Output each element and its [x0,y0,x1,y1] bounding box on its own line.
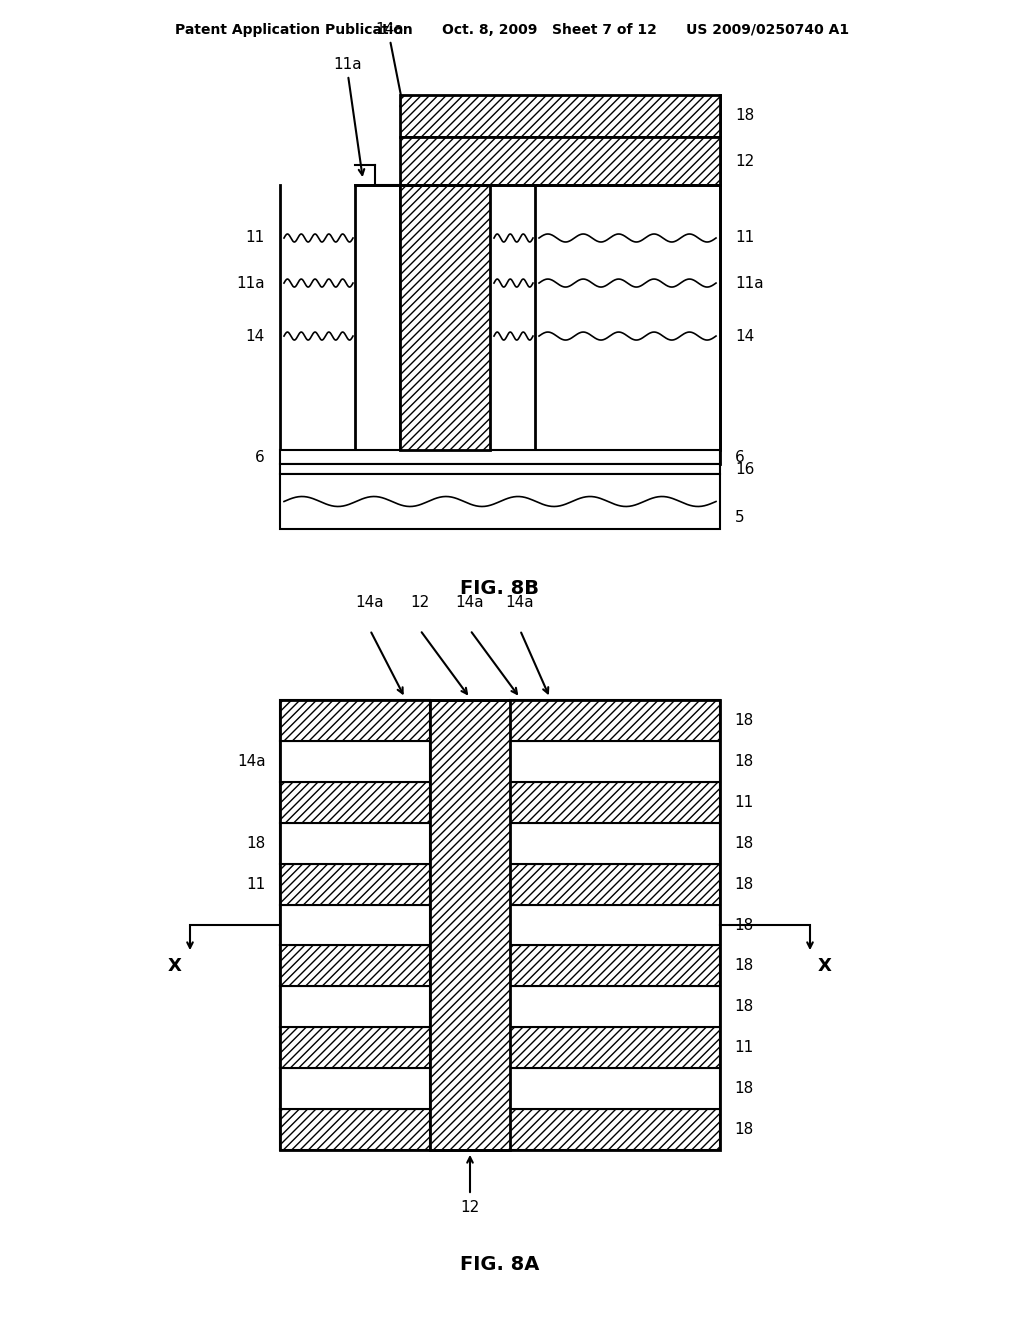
Bar [535,185,720,450]
Text: 14a: 14a [238,754,266,768]
Bar [280,904,430,945]
Text: 18: 18 [734,958,754,973]
Bar [280,700,720,1150]
Bar [280,986,430,1027]
Text: 18: 18 [734,713,754,727]
Bar [510,1109,720,1150]
Text: 14a: 14a [506,595,535,610]
Text: X: X [818,957,831,975]
Text: 6: 6 [255,450,265,465]
Text: 18: 18 [734,754,754,768]
Bar [510,700,720,741]
Text: 18: 18 [734,917,754,932]
Text: 6: 6 [735,450,744,465]
Bar [510,986,720,1027]
Text: 14a: 14a [456,595,484,610]
Text: FIG. 8B: FIG. 8B [461,579,540,598]
Text: 12: 12 [411,595,430,610]
Text: 11: 11 [734,1040,754,1055]
Bar [510,781,720,822]
Text: 12: 12 [461,1200,479,1214]
Text: 11a: 11a [237,276,265,290]
Bar [280,450,720,465]
Text: 12: 12 [735,153,755,169]
Text: 18: 18 [734,836,754,850]
Text: 18: 18 [734,1122,754,1137]
Bar [510,904,720,945]
Text: 11a: 11a [334,57,362,73]
Bar [280,1109,430,1150]
Text: 14: 14 [246,329,265,343]
Bar [280,1068,430,1109]
Text: Patent Application Publication      Oct. 8, 2009   Sheet 7 of 12      US 2009/02: Patent Application Publication Oct. 8, 2… [175,22,849,37]
Bar [510,1068,720,1109]
Bar [510,741,720,781]
Text: X: X [168,957,182,975]
Bar [400,185,490,450]
Text: 18: 18 [734,1081,754,1096]
Text: 14a: 14a [376,22,404,37]
Bar [430,700,510,1150]
Bar [510,945,720,986]
Bar [280,781,430,822]
Bar [510,863,720,904]
Text: 11: 11 [735,231,755,246]
Bar [280,741,430,781]
Text: 16: 16 [735,462,755,477]
Bar [280,945,430,986]
Text: 18: 18 [735,108,755,124]
Text: 18: 18 [247,836,266,850]
Text: 18: 18 [734,999,754,1014]
Text: 14a: 14a [355,595,384,610]
Text: 14: 14 [735,329,755,343]
Bar [280,700,430,741]
Bar [280,1027,430,1068]
Text: 11: 11 [247,876,266,891]
Bar [280,863,430,904]
Bar [280,822,430,863]
Bar [510,822,720,863]
Text: 11: 11 [246,231,265,246]
Bar [400,137,720,185]
Text: FIG. 8A: FIG. 8A [461,1255,540,1274]
Bar [280,465,720,474]
Bar [510,1027,720,1068]
Text: 5: 5 [735,511,744,525]
Bar [280,474,720,529]
Bar [355,185,400,450]
Text: 18: 18 [734,876,754,891]
Text: 11: 11 [734,795,754,809]
Bar [400,95,720,137]
Text: 11a: 11a [735,276,764,290]
